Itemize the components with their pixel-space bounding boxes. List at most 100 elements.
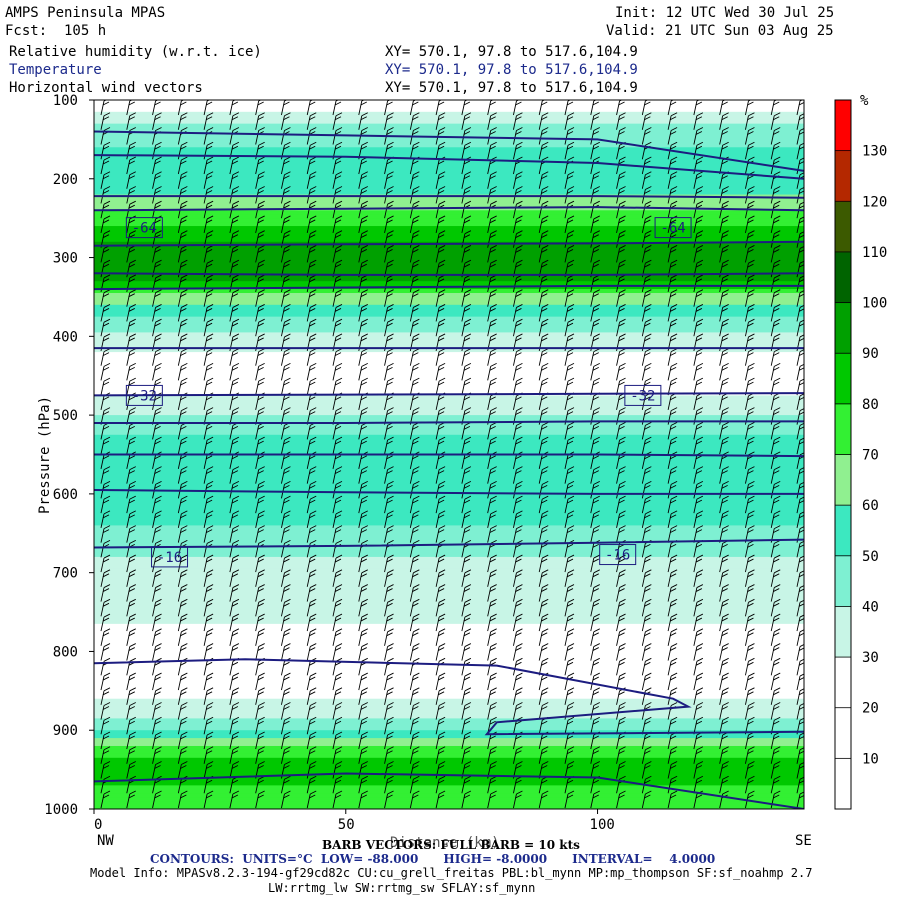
barb-shaft xyxy=(229,513,234,528)
barb-flag xyxy=(335,790,343,795)
barb-flag xyxy=(103,363,111,367)
barb-shaft xyxy=(126,543,131,558)
barb-flag xyxy=(310,790,317,795)
rh-band xyxy=(94,320,804,326)
barb-flag xyxy=(181,495,188,500)
barb-shaft xyxy=(203,469,208,484)
wind-barb xyxy=(177,702,188,720)
barb-flag xyxy=(335,672,343,677)
barb-shaft xyxy=(255,395,260,410)
rh-band xyxy=(94,190,804,196)
barb-flag xyxy=(283,160,290,165)
wind-barb xyxy=(100,156,111,175)
barb-flag xyxy=(103,613,111,618)
barb-shaft xyxy=(255,572,260,587)
rh-band xyxy=(94,545,804,550)
barb-flag xyxy=(334,514,342,519)
barb-shaft xyxy=(126,779,131,794)
barb-flag xyxy=(128,440,135,445)
barb-shaft xyxy=(126,366,131,381)
barb-shaft xyxy=(152,705,156,720)
wind-barb xyxy=(229,613,240,632)
wind-barb xyxy=(100,259,111,278)
barb-shaft xyxy=(203,115,208,130)
rh-band xyxy=(94,237,804,243)
barb-flag xyxy=(232,731,240,736)
wind-barb xyxy=(126,731,136,750)
barb-shaft xyxy=(177,602,182,617)
wind-barb xyxy=(332,436,343,455)
wind-barb xyxy=(332,318,343,337)
wind-barb xyxy=(152,363,162,381)
barb-shaft xyxy=(306,351,311,366)
barb-flag xyxy=(334,352,342,357)
barb-flag xyxy=(128,204,135,209)
barb-shaft xyxy=(100,174,105,189)
barb-flag xyxy=(231,116,239,121)
barb-flag xyxy=(283,219,290,224)
barb-shaft xyxy=(358,159,363,175)
rh-band xyxy=(94,742,804,747)
barb-flag xyxy=(335,259,343,264)
barb-shaft xyxy=(177,425,182,440)
barb-flag xyxy=(128,411,135,416)
barb-shaft xyxy=(152,159,156,175)
wind-barb xyxy=(203,348,214,366)
barb-flag xyxy=(181,761,188,765)
barb-shaft xyxy=(332,454,337,469)
barb-shaft xyxy=(100,602,105,617)
barb-flag xyxy=(180,691,187,696)
barb-shaft xyxy=(203,440,208,455)
barb-flag xyxy=(310,304,317,308)
barb-shaft xyxy=(281,395,285,410)
barb-flag xyxy=(128,691,135,696)
barb-flag xyxy=(154,529,161,533)
wind-barb xyxy=(255,569,265,587)
barb-flag xyxy=(284,200,291,205)
rh-band xyxy=(94,218,804,223)
wind-barb xyxy=(281,687,291,705)
barb-flag xyxy=(258,539,265,544)
barb-shaft xyxy=(126,734,131,750)
wind-barb xyxy=(332,790,343,809)
wind-barb xyxy=(332,584,343,602)
rh-band xyxy=(94,722,804,727)
rh-band xyxy=(94,450,804,456)
barb-shaft xyxy=(203,749,208,764)
barb-flag xyxy=(154,337,161,342)
barb-flag xyxy=(102,647,110,651)
barb-shaft xyxy=(229,292,234,307)
barb-flag xyxy=(205,175,213,180)
wind-barb xyxy=(332,643,343,661)
barb-shaft xyxy=(177,263,182,278)
barb-flag xyxy=(310,127,317,131)
barb-flag xyxy=(232,761,240,765)
barb-shaft xyxy=(126,115,131,130)
barb-flag xyxy=(283,676,290,681)
barb-flag xyxy=(154,367,161,371)
barb-flag xyxy=(128,514,135,519)
barb-shaft xyxy=(177,395,182,410)
barb-flag xyxy=(180,720,187,725)
barb-shaft xyxy=(332,425,337,440)
barb-shaft xyxy=(306,366,311,381)
barb-flag xyxy=(310,289,317,294)
barb-flag xyxy=(231,263,239,268)
wind-barb xyxy=(152,156,162,175)
barb-flag xyxy=(154,249,161,253)
barb-shaft xyxy=(306,705,311,720)
barb-flag xyxy=(154,396,161,401)
barb-flag xyxy=(257,735,264,740)
wind-barb xyxy=(306,643,317,661)
barb-flag xyxy=(232,510,240,515)
barb-flag xyxy=(310,775,317,780)
barb-flag xyxy=(181,510,188,515)
barb-flag xyxy=(283,175,290,180)
wind-barb xyxy=(152,702,162,720)
barb-flag xyxy=(231,720,239,725)
wind-barb xyxy=(255,466,265,484)
barb-flag xyxy=(310,186,317,190)
barb-flag xyxy=(205,411,213,416)
barb-shaft xyxy=(126,764,131,779)
rh-band xyxy=(94,352,804,357)
